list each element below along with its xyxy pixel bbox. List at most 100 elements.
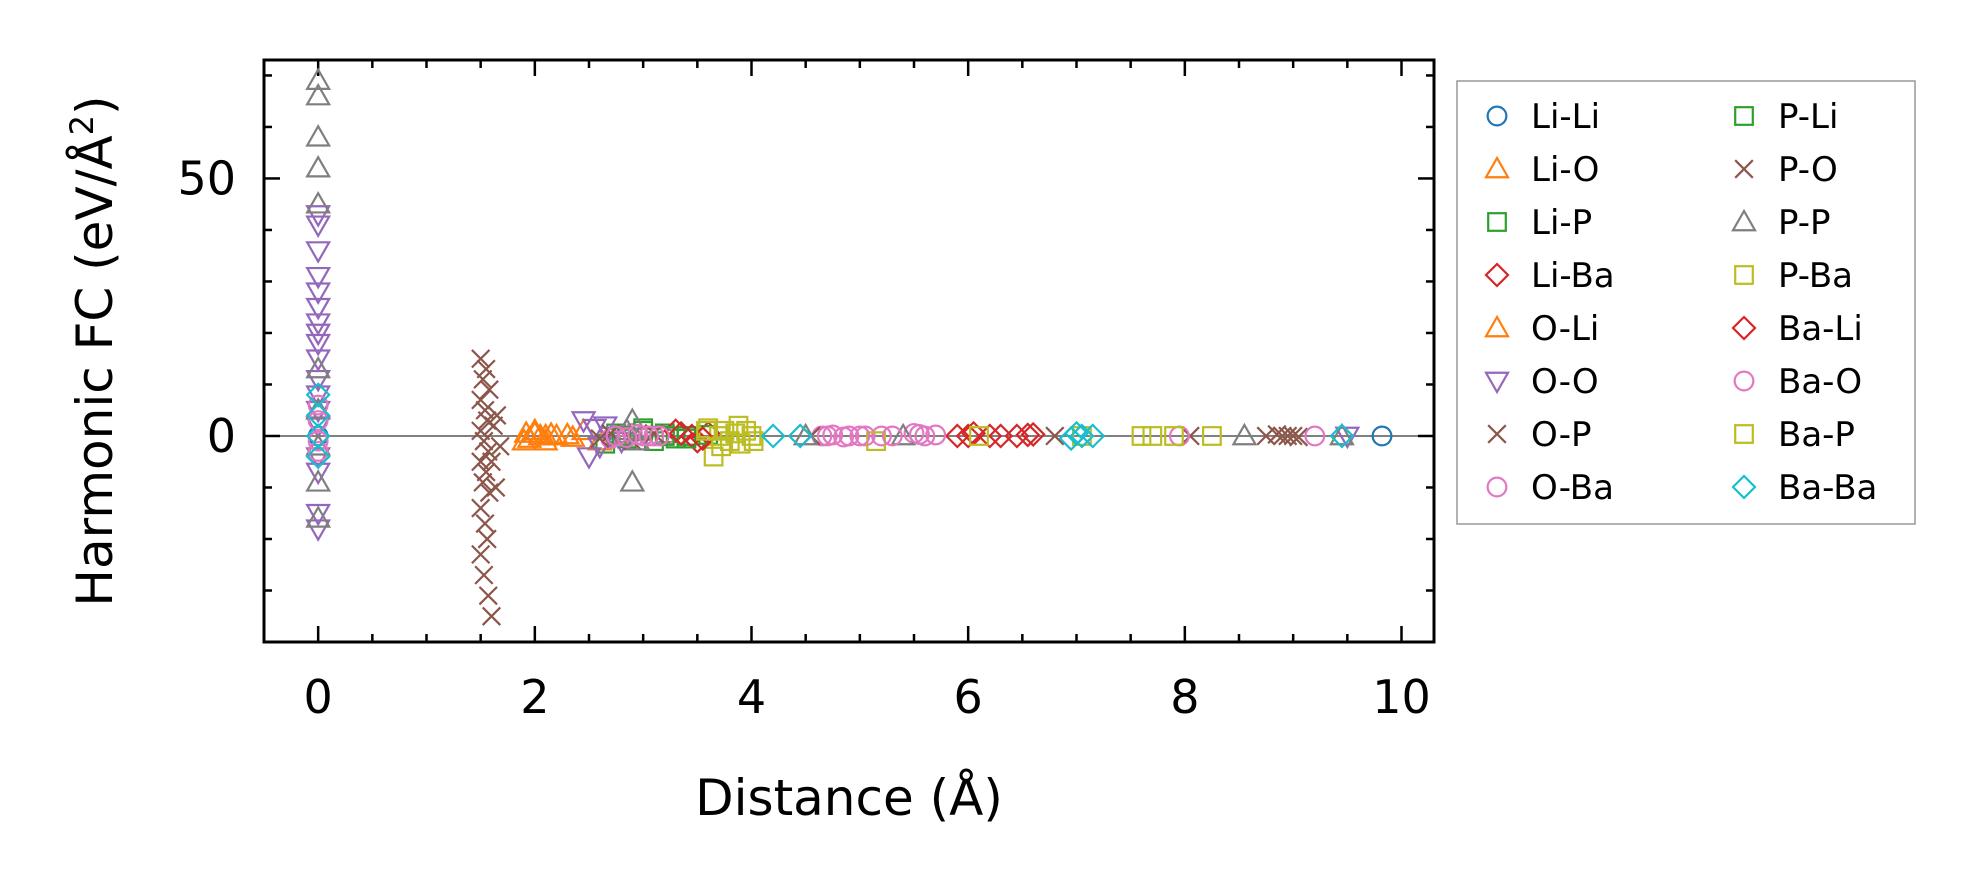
legend-label-p-li: P-Li (1778, 97, 1838, 137)
point-o-p (473, 472, 493, 492)
point-o-o (305, 215, 332, 239)
legend-label-o-li: O-Li (1531, 309, 1599, 349)
point-o-o (305, 349, 332, 372)
point-o-p (478, 586, 498, 606)
point-o-p (475, 513, 495, 534)
point-ba-ba (1329, 423, 1355, 449)
legend-marker-p-p (1731, 208, 1757, 232)
x-tick-label: 0 (304, 670, 333, 724)
point-o-ba (925, 424, 947, 446)
point-ba-p (696, 420, 716, 441)
point-p-p (1231, 422, 1258, 446)
legend-marker-p-li (1734, 106, 1754, 126)
x-tick-label: 8 (1170, 670, 1199, 724)
point-p-ba (736, 420, 756, 441)
point-o-ba (854, 425, 876, 447)
point-ba-p (1131, 426, 1152, 446)
ticks (264, 60, 1434, 642)
point-o-o (305, 333, 332, 357)
legend-label-p-p: P-P (1778, 203, 1831, 243)
point-o-p (481, 606, 502, 626)
legend-label-o-ba: O-Ba (1531, 468, 1614, 508)
legend-label-o-p: O-P (1531, 415, 1591, 455)
point-p-p (305, 190, 332, 214)
point-o-p (476, 359, 496, 379)
legend-marker-li-ba (1484, 262, 1510, 288)
point-o-o (305, 462, 332, 486)
point-li-o (521, 417, 548, 441)
legend-label-o-o: O-O (1531, 362, 1599, 402)
point-o-o (576, 447, 602, 470)
point-o-p (478, 441, 498, 462)
point-ba-o (648, 425, 670, 447)
legend-label-ba-p: Ba-P (1778, 415, 1855, 455)
point-p-p (305, 67, 332, 90)
point-ba-ba (305, 444, 331, 470)
point-ba-o (849, 425, 871, 447)
legend-label-li-o: Li-O (1531, 150, 1599, 190)
point-o-o (305, 297, 332, 321)
x-tick-label: 2 (520, 670, 549, 724)
y-tick-label: 50 (177, 151, 236, 205)
point-p-ba (703, 446, 724, 467)
point-o-o (305, 266, 332, 290)
point-o-p (471, 390, 491, 410)
plot-frame (262, 58, 1436, 644)
series-o-o (305, 205, 1361, 542)
legend-label-ba-o: Ba-O (1778, 362, 1862, 402)
point-o-p (473, 369, 493, 389)
point-o-p (487, 405, 507, 425)
point-p-p (305, 505, 332, 528)
point-ba-o (881, 425, 903, 447)
legend-label-p-o: P-O (1778, 150, 1838, 190)
point-o-o (305, 519, 332, 542)
x-tick-label: 6 (954, 670, 983, 724)
legend-marker-ba-p (1734, 424, 1754, 444)
point-ba-ba (1058, 426, 1084, 452)
legend-marker-o-ba (1486, 476, 1508, 498)
point-o-o (305, 241, 332, 264)
point-o-p (476, 462, 496, 482)
point-o-p (477, 529, 497, 549)
point-ba-o (627, 423, 649, 445)
point-p-ba (741, 426, 762, 446)
point-o-p (486, 477, 506, 498)
point-ba-li (1015, 422, 1041, 448)
point-p-ba (1142, 426, 1163, 446)
point-ba-ba (1080, 423, 1106, 449)
legend-label-p-ba: P-Ba (1778, 256, 1853, 296)
point-ba-ba (760, 423, 786, 449)
point-ba-o (908, 423, 930, 445)
point-p-p (305, 355, 332, 379)
point-li-ba (977, 423, 1003, 449)
legend-marker-ba-li (1731, 315, 1757, 341)
point-p-ba (1202, 426, 1222, 446)
point-li-li (1371, 425, 1393, 447)
legend-box (1456, 80, 1916, 525)
x-tick-label: 10 (1372, 670, 1431, 724)
point-o-li (511, 427, 537, 451)
point-ba-ba (1063, 420, 1090, 446)
point-o-o (305, 385, 332, 408)
point-ba-p (1164, 426, 1184, 446)
point-ba-p (728, 415, 749, 436)
point-o-li (543, 422, 570, 446)
x-axis-label: Distance (Å) (695, 769, 1003, 827)
point-o-o (305, 369, 332, 393)
point-o-p (474, 431, 494, 451)
point-o-p (490, 436, 510, 456)
legend-label-li-ba: Li-Ba (1531, 256, 1615, 296)
legend-label-ba-li: Ba-Li (1778, 309, 1863, 349)
point-p-p (890, 422, 917, 446)
point-o-p (474, 565, 494, 585)
series-ba-o (307, 394, 1190, 462)
point-li-ba (1020, 421, 1046, 447)
point-p-p (305, 469, 332, 492)
point-o-o (305, 282, 332, 305)
legend-marker-o-p (1487, 424, 1507, 444)
point-ba-li (955, 423, 981, 449)
y-axis-label: Harmonic FC (eV/Å2) (63, 95, 124, 606)
point-o-p (471, 544, 491, 565)
point-p-p (1329, 422, 1355, 446)
